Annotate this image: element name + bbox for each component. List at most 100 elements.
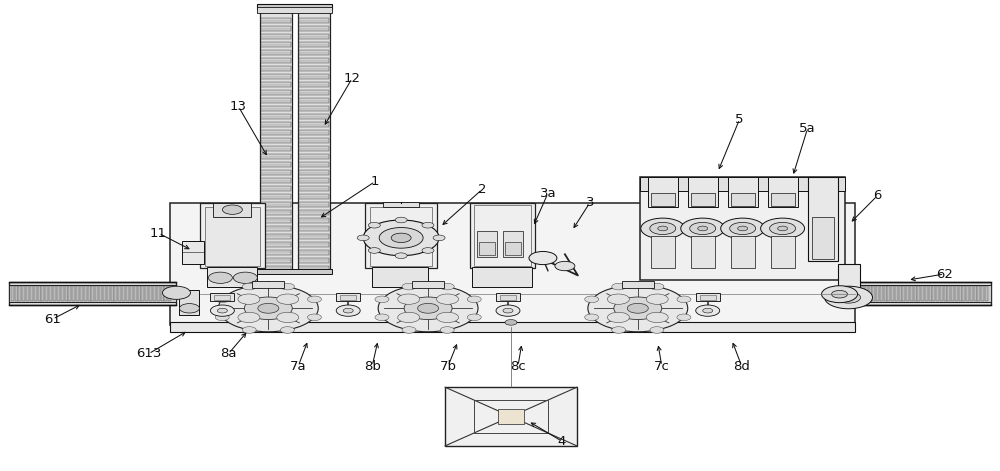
- Circle shape: [467, 296, 481, 302]
- Circle shape: [696, 305, 720, 316]
- Bar: [974, 286, 977, 301]
- Circle shape: [215, 314, 229, 321]
- Bar: [472, 268, 532, 287]
- Bar: [91, 286, 94, 301]
- Circle shape: [242, 284, 256, 290]
- Bar: [299, 106, 329, 111]
- Bar: [899, 286, 902, 301]
- Bar: [299, 26, 329, 31]
- Bar: [838, 264, 860, 306]
- Circle shape: [398, 312, 420, 323]
- Bar: [771, 236, 795, 268]
- Circle shape: [825, 286, 872, 309]
- Bar: [299, 258, 329, 263]
- Circle shape: [307, 296, 321, 302]
- Bar: [936, 286, 939, 301]
- Bar: [966, 286, 969, 301]
- Bar: [887, 286, 890, 301]
- Bar: [299, 186, 329, 191]
- Text: 61: 61: [44, 313, 61, 325]
- Bar: [299, 122, 329, 127]
- Bar: [200, 203, 265, 268]
- Bar: [640, 177, 845, 280]
- Circle shape: [832, 291, 848, 298]
- Bar: [651, 236, 675, 268]
- Bar: [65, 286, 68, 301]
- Bar: [18, 286, 21, 301]
- Text: 6: 6: [873, 189, 882, 202]
- Text: 7a: 7a: [290, 359, 307, 373]
- Bar: [114, 286, 117, 301]
- Bar: [299, 138, 329, 143]
- Circle shape: [208, 272, 232, 284]
- Bar: [768, 177, 798, 207]
- Text: 3a: 3a: [540, 187, 556, 200]
- Bar: [688, 177, 718, 207]
- Circle shape: [703, 309, 713, 313]
- Circle shape: [244, 297, 292, 319]
- Bar: [906, 286, 909, 301]
- Bar: [261, 138, 291, 143]
- Circle shape: [822, 286, 858, 303]
- Bar: [257, 269, 332, 274]
- Bar: [257, 7, 332, 13]
- Bar: [261, 258, 291, 263]
- Bar: [122, 286, 125, 301]
- Bar: [914, 286, 917, 301]
- Bar: [872, 286, 875, 301]
- Bar: [932, 286, 935, 301]
- Bar: [299, 210, 329, 215]
- Bar: [696, 293, 720, 301]
- Bar: [161, 286, 164, 301]
- Circle shape: [650, 284, 664, 290]
- Bar: [700, 295, 716, 300]
- Bar: [99, 286, 102, 301]
- Circle shape: [280, 327, 294, 333]
- Circle shape: [280, 284, 294, 290]
- Bar: [902, 286, 905, 301]
- Bar: [252, 281, 284, 288]
- Circle shape: [375, 314, 389, 321]
- Bar: [955, 286, 958, 301]
- Bar: [910, 286, 913, 301]
- Bar: [336, 293, 360, 301]
- Text: 5: 5: [735, 113, 744, 126]
- Bar: [884, 286, 887, 301]
- Circle shape: [375, 296, 389, 302]
- Bar: [261, 250, 291, 255]
- Bar: [261, 66, 291, 71]
- Bar: [261, 226, 291, 231]
- Bar: [261, 82, 291, 87]
- Bar: [298, 5, 330, 273]
- Bar: [962, 286, 965, 301]
- Bar: [944, 286, 947, 301]
- Circle shape: [437, 312, 459, 323]
- Bar: [153, 286, 156, 301]
- Circle shape: [433, 235, 445, 241]
- Bar: [38, 286, 41, 301]
- Text: 5a: 5a: [799, 122, 816, 135]
- Circle shape: [179, 304, 199, 313]
- Text: 8c: 8c: [510, 359, 526, 373]
- Circle shape: [422, 248, 434, 253]
- Bar: [261, 130, 291, 135]
- Bar: [299, 74, 329, 79]
- Bar: [103, 286, 106, 301]
- Bar: [299, 226, 329, 231]
- Bar: [771, 193, 795, 206]
- Circle shape: [837, 292, 860, 303]
- Bar: [731, 236, 755, 268]
- Bar: [474, 205, 531, 267]
- Bar: [299, 218, 329, 223]
- Bar: [30, 286, 33, 301]
- Bar: [61, 286, 64, 301]
- Circle shape: [418, 303, 439, 313]
- Bar: [84, 286, 87, 301]
- Bar: [299, 66, 329, 71]
- Bar: [34, 286, 37, 301]
- Bar: [170, 203, 855, 325]
- Circle shape: [585, 296, 599, 302]
- Bar: [53, 286, 56, 301]
- Bar: [880, 286, 883, 301]
- Bar: [299, 242, 329, 247]
